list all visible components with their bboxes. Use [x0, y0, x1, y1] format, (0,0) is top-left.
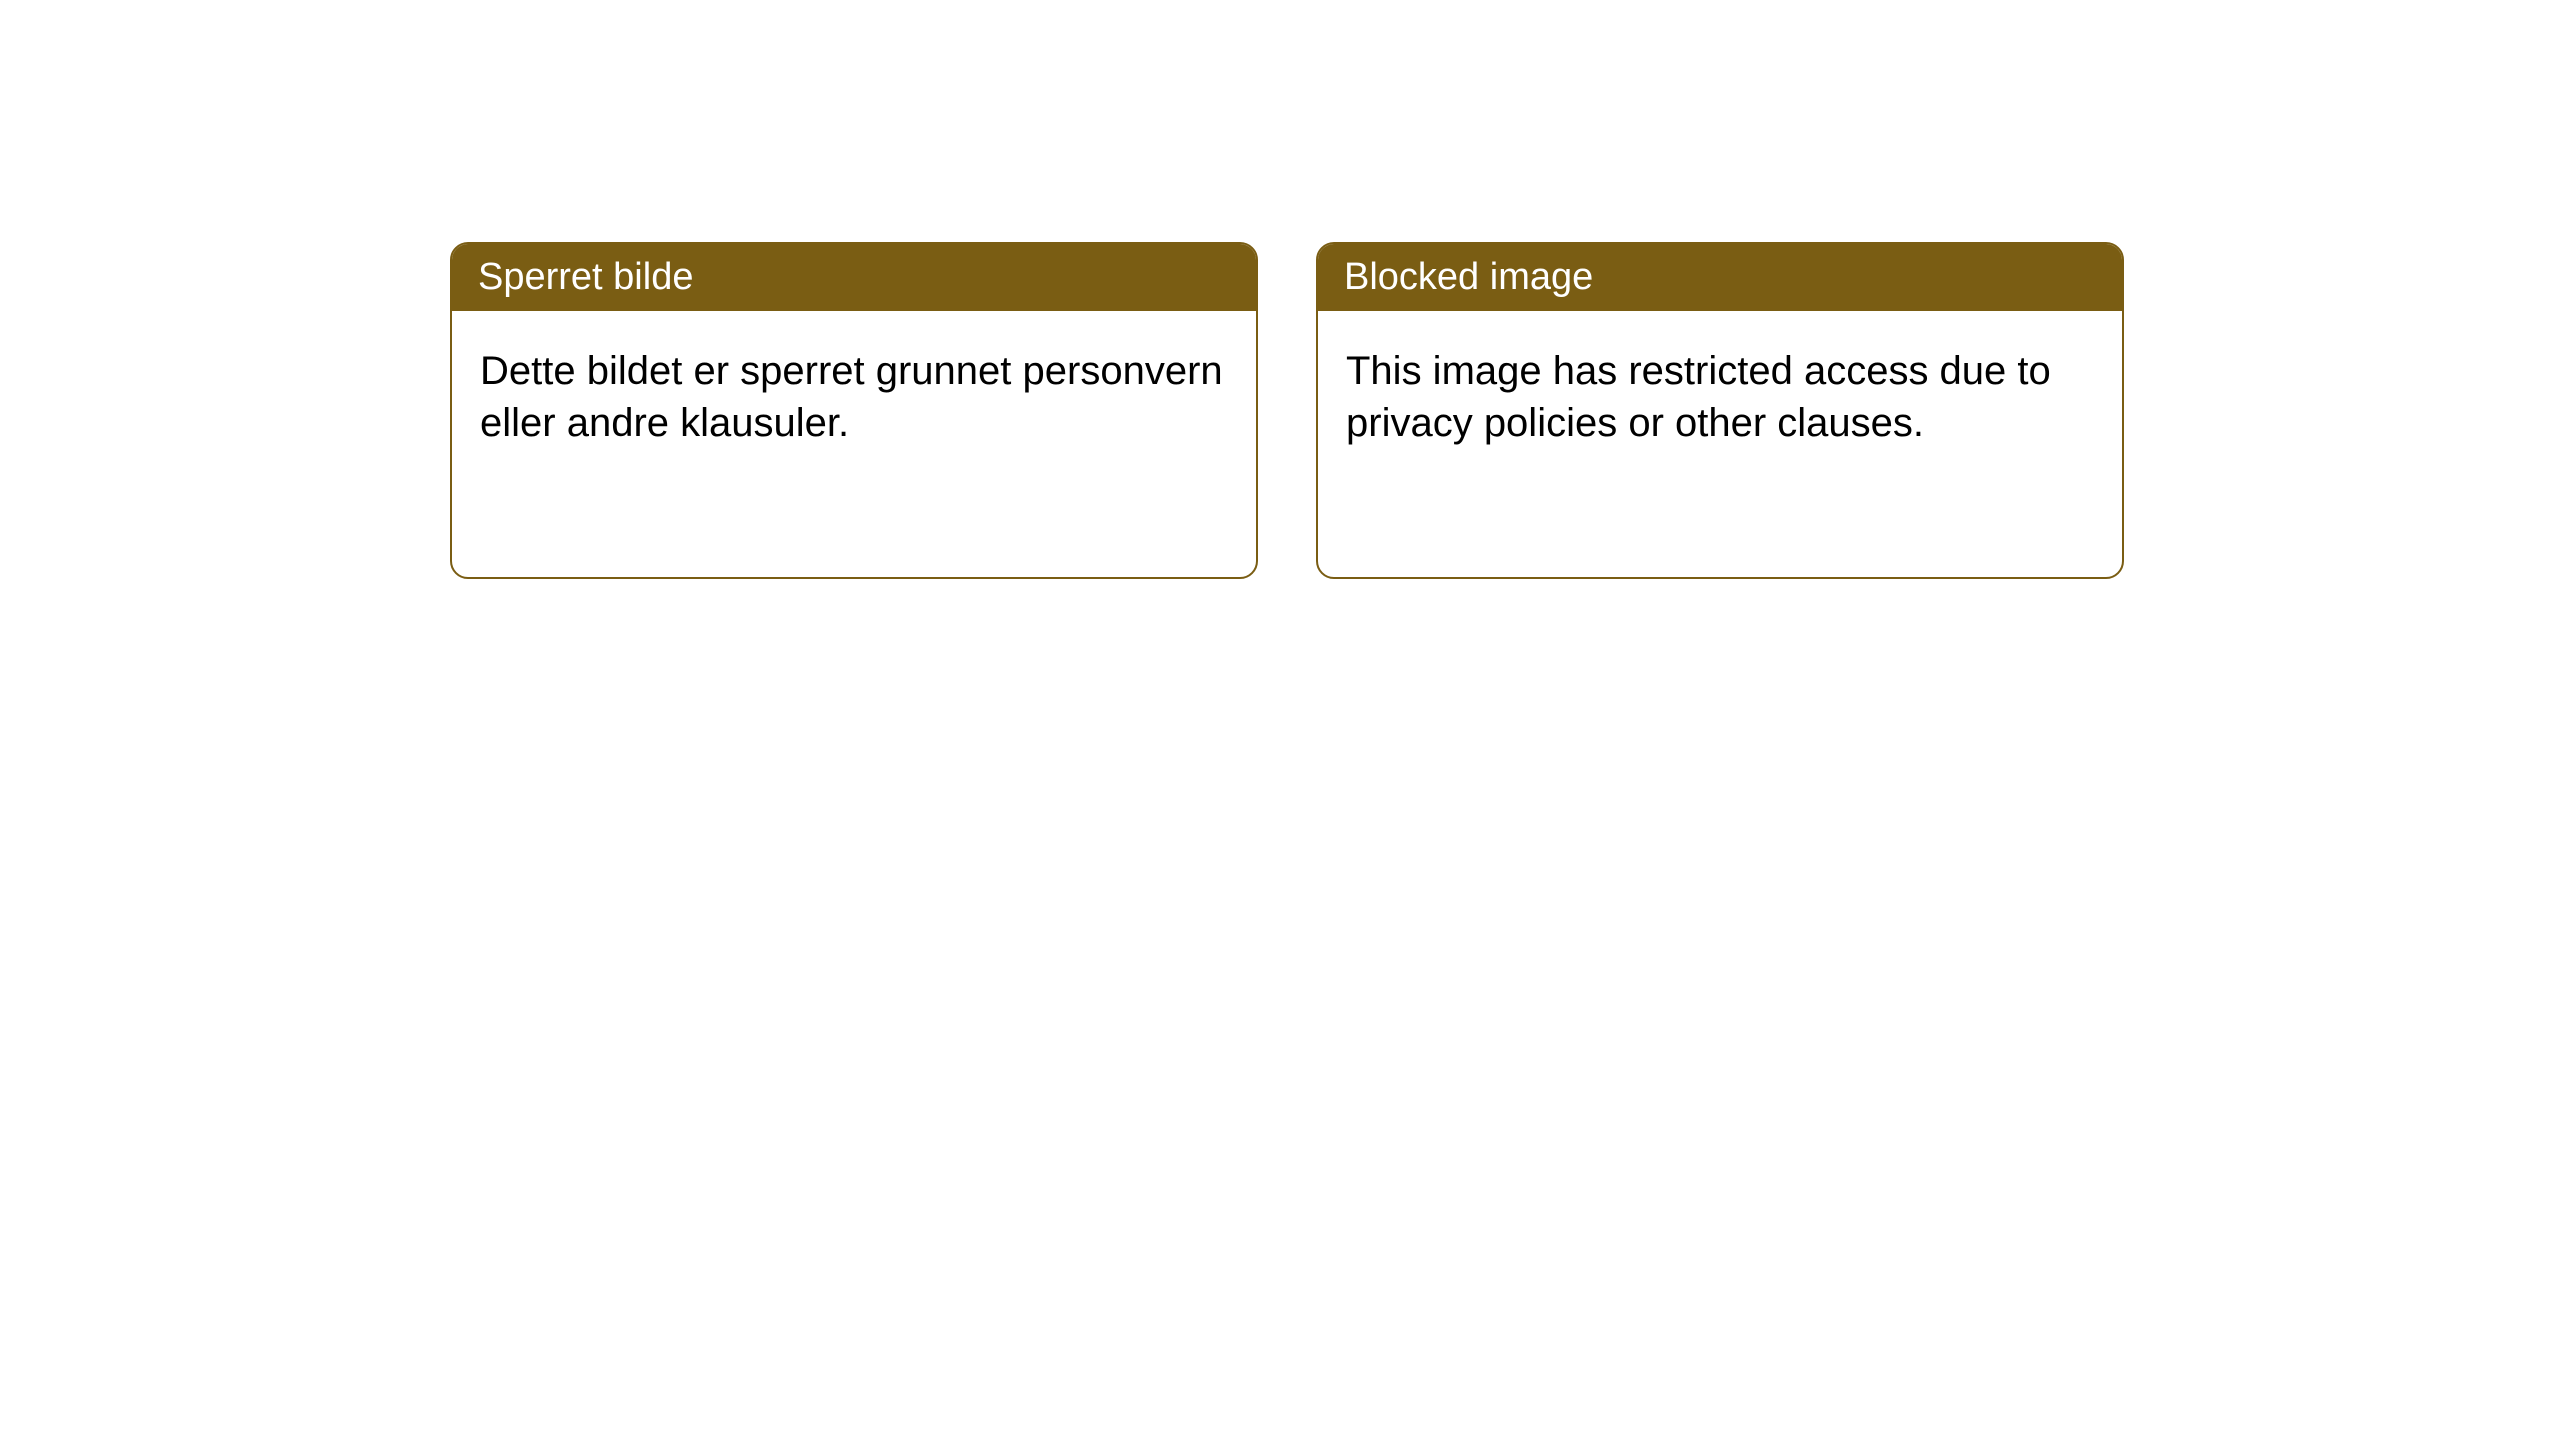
notice-card-body: Dette bildet er sperret grunnet personve… [452, 311, 1256, 483]
notice-card-header: Sperret bilde [452, 244, 1256, 311]
notice-card-body: This image has restricted access due to … [1318, 311, 2122, 483]
notice-container: Sperret bilde Dette bildet er sperret gr… [0, 0, 2560, 579]
notice-card-en: Blocked image This image has restricted … [1316, 242, 2124, 579]
notice-card-no: Sperret bilde Dette bildet er sperret gr… [450, 242, 1258, 579]
notice-body-en: This image has restricted access due to … [1346, 349, 2051, 445]
notice-card-header: Blocked image [1318, 244, 2122, 311]
notice-title-no: Sperret bilde [478, 256, 693, 298]
notice-title-en: Blocked image [1344, 256, 1593, 298]
notice-body-no: Dette bildet er sperret grunnet personve… [480, 349, 1223, 445]
